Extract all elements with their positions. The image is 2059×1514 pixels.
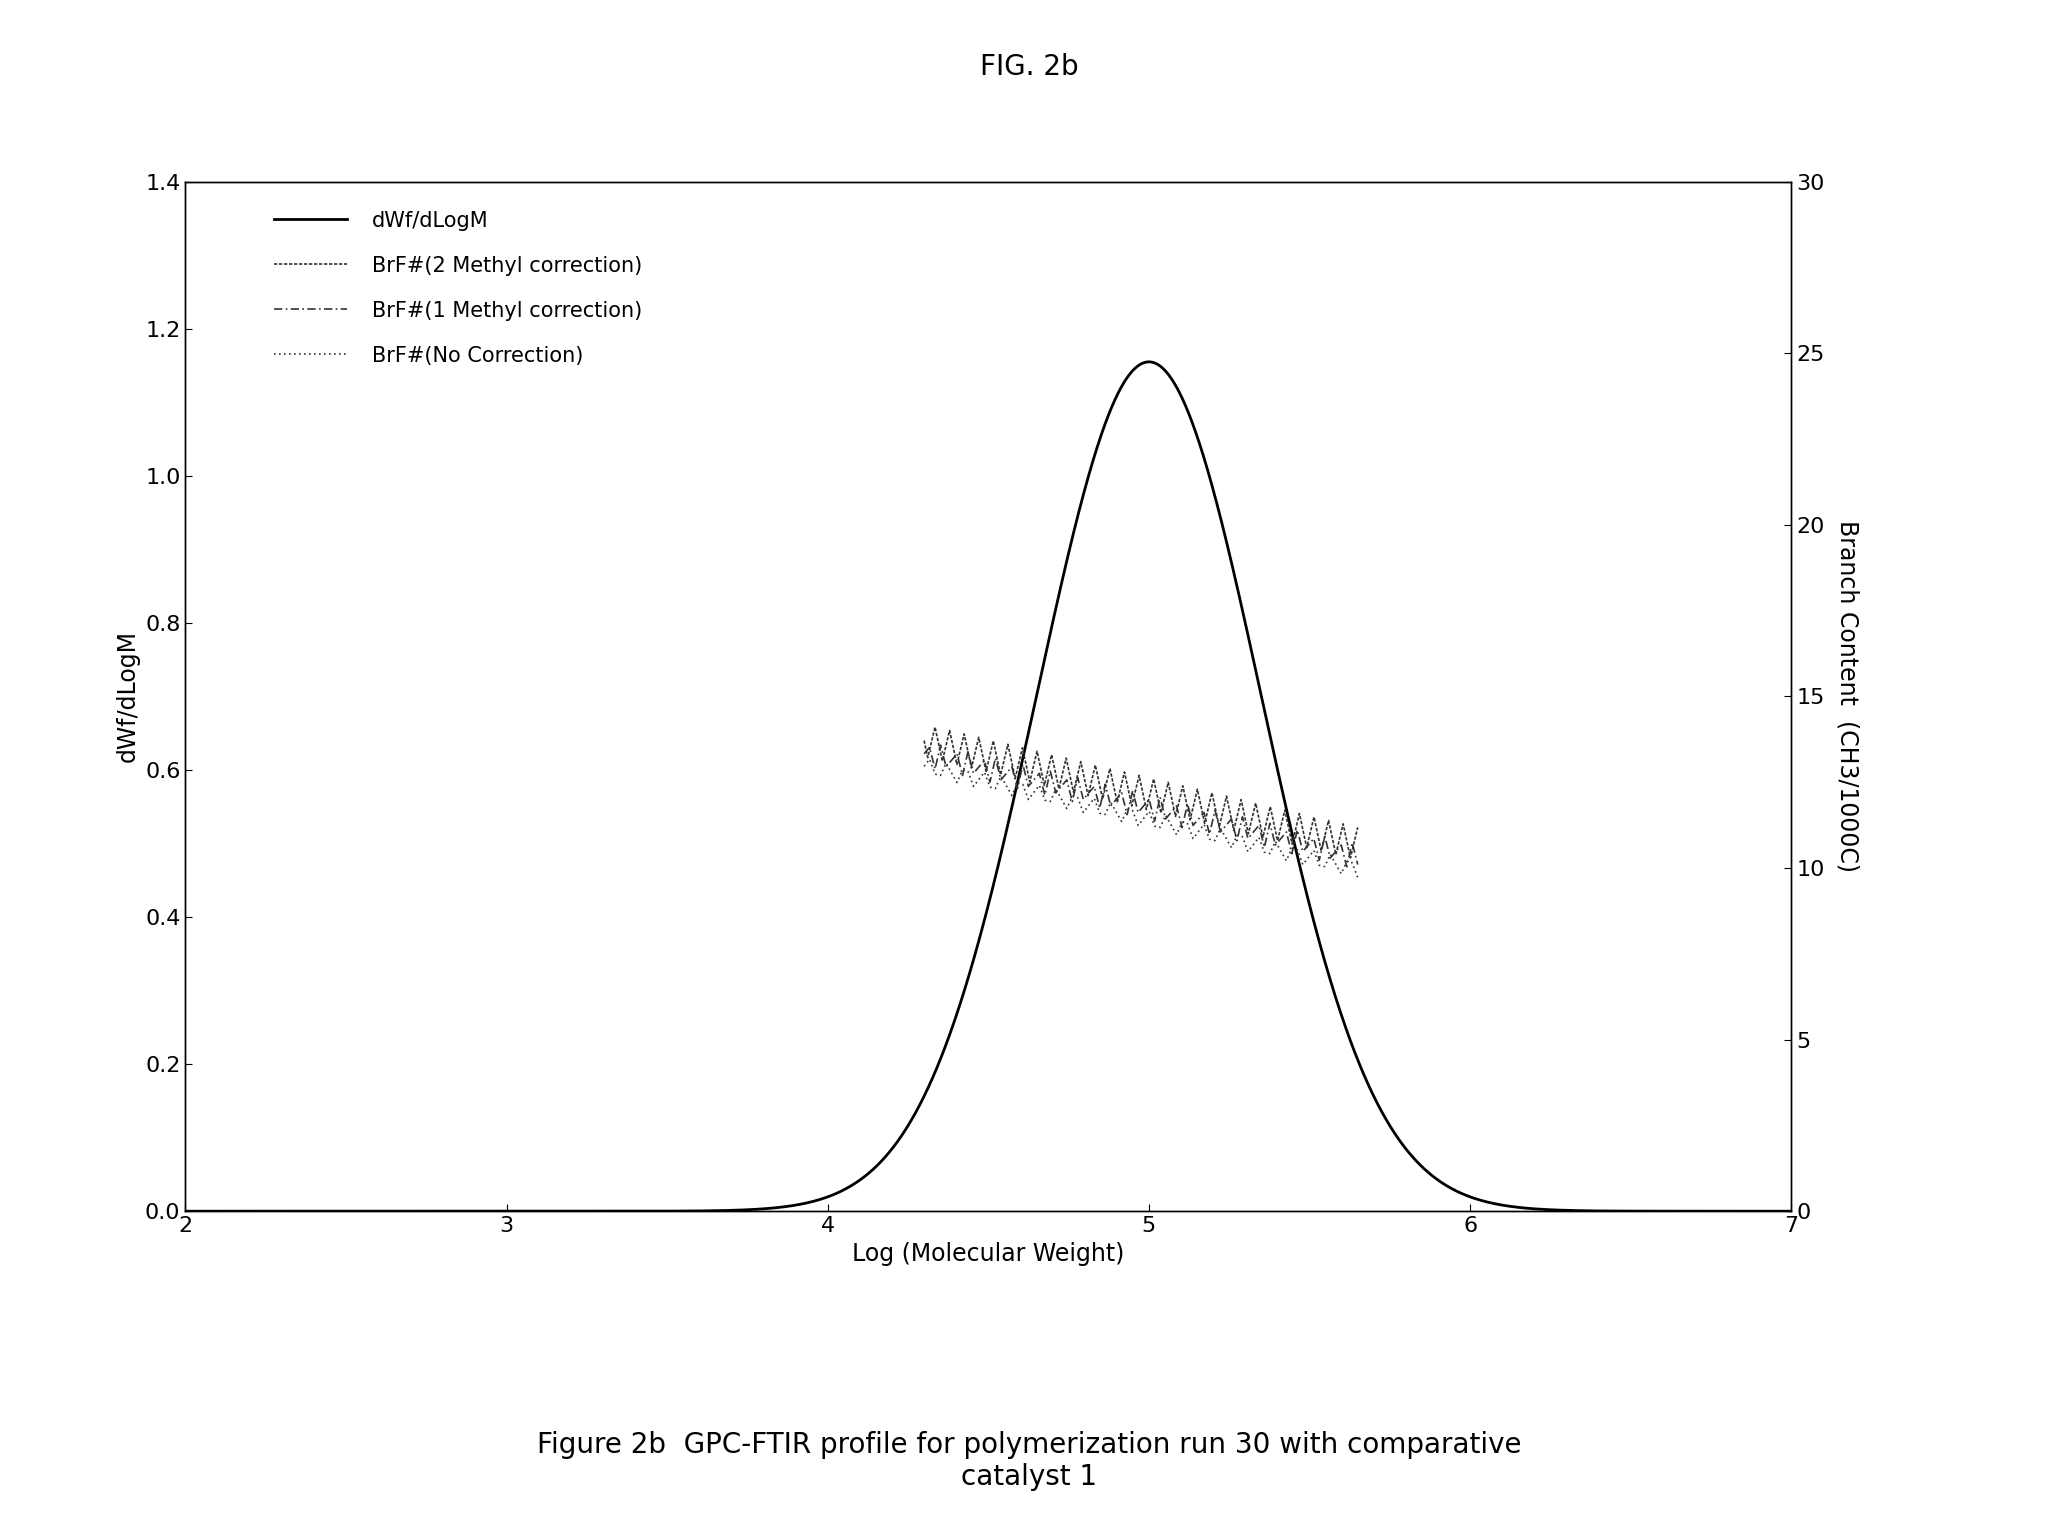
X-axis label: Log (Molecular Weight): Log (Molecular Weight) [852, 1241, 1124, 1266]
BrF#(2 Methyl correction) [1215, 787, 1240, 805]
BrF#(1 Methyl correction) [1110, 784, 1135, 802]
BrF#(2 Methyl correction) [1338, 849, 1363, 868]
BrF#(No Correction) [1196, 830, 1221, 848]
dWf/dLogM [1137, 353, 1161, 371]
BrF#(1 Methyl correction) [912, 745, 937, 763]
dWf/dLogM [451, 1202, 476, 1220]
BrF#(1 Methyl correction) [929, 736, 953, 754]
BrF#(1 Methyl correction) [1301, 830, 1326, 848]
dWf/dLogM [789, 1195, 813, 1213]
Line: BrF#(No Correction): BrF#(No Correction) [924, 759, 1357, 878]
BrF#(1 Methyl correction) [1196, 825, 1221, 843]
BrF#(No Correction) [1345, 869, 1369, 887]
Y-axis label: Branch Content  (CH3/1000C): Branch Content (CH3/1000C) [1835, 521, 1859, 872]
Legend: dWf/dLogM, BrF#(2 Methyl correction), BrF#(1 Methyl correction), BrF#(No Correct: dWf/dLogM, BrF#(2 Methyl correction), Br… [266, 203, 651, 374]
BrF#(2 Methyl correction) [1155, 774, 1180, 792]
dWf/dLogM [1779, 1202, 1804, 1220]
BrF#(1 Methyl correction) [1334, 857, 1359, 875]
dWf/dLogM [356, 1202, 381, 1220]
BrF#(No Correction) [912, 757, 937, 775]
BrF#(2 Methyl correction) [912, 731, 937, 749]
dWf/dLogM [859, 1163, 883, 1181]
Line: BrF#(2 Methyl correction): BrF#(2 Methyl correction) [924, 727, 1357, 858]
BrF#(1 Methyl correction) [1345, 855, 1369, 874]
Y-axis label: dWf/dLogM: dWf/dLogM [115, 630, 140, 763]
BrF#(No Correction) [1213, 828, 1237, 846]
BrF#(No Correction) [916, 749, 941, 768]
BrF#(No Correction) [1301, 842, 1326, 860]
BrF#(1 Methyl correction) [1213, 816, 1237, 834]
Line: dWf/dLogM: dWf/dLogM [185, 362, 1791, 1211]
dWf/dLogM [1748, 1202, 1773, 1220]
BrF#(No Correction) [1110, 813, 1135, 831]
Text: Figure 2b  GPC-FTIR profile for polymerization run 30 with comparative
catalyst : Figure 2b GPC-FTIR profile for polymeriz… [537, 1431, 1522, 1491]
Text: FIG. 2b: FIG. 2b [980, 53, 1079, 80]
BrF#(No Correction) [1180, 830, 1205, 848]
Line: BrF#(1 Methyl correction): BrF#(1 Methyl correction) [924, 745, 1357, 866]
BrF#(2 Methyl correction) [1345, 818, 1369, 836]
BrF#(2 Methyl correction) [1334, 831, 1359, 849]
BrF#(1 Methyl correction) [1180, 816, 1205, 834]
BrF#(2 Methyl correction) [1258, 798, 1283, 816]
BrF#(1 Methyl correction) [1176, 795, 1200, 813]
BrF#(2 Methyl correction) [922, 718, 947, 736]
BrF#(2 Methyl correction) [1032, 777, 1056, 795]
dWf/dLogM [173, 1202, 198, 1220]
BrF#(No Correction) [1176, 815, 1200, 833]
dWf/dLogM [1575, 1202, 1600, 1220]
BrF#(2 Methyl correction) [1007, 754, 1032, 772]
